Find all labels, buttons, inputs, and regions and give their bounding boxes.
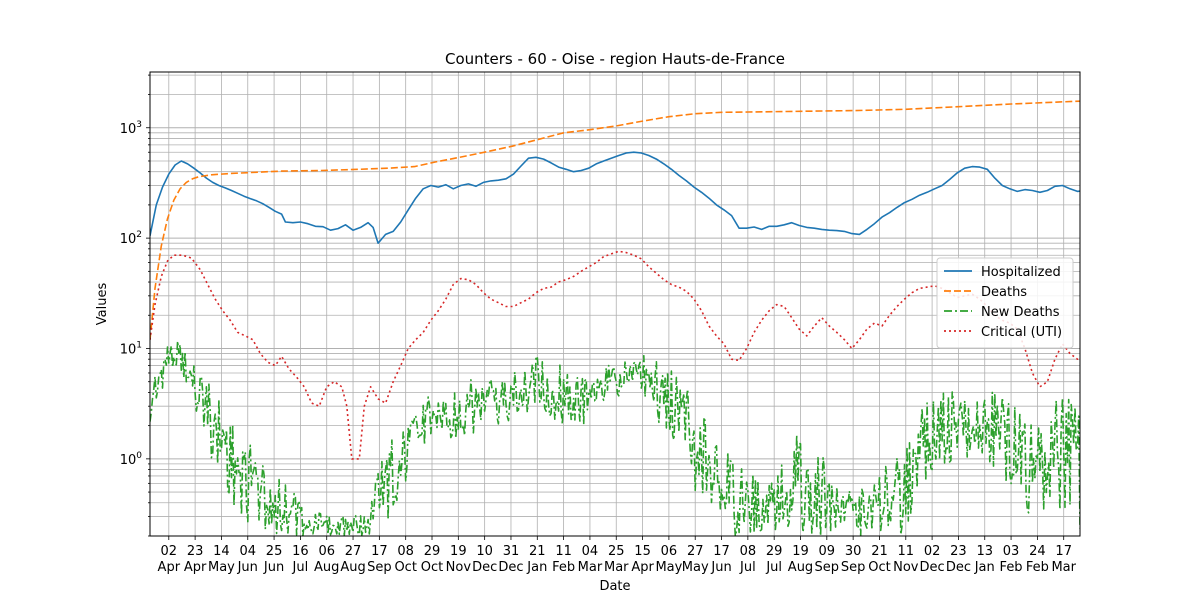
series-line-deaths xyxy=(150,100,1080,340)
x-tick-label-month: May xyxy=(655,560,682,575)
chart-title: Counters - 60 - Oise - region Hauts-de-F… xyxy=(445,50,785,68)
x-tick-label-day: 19 xyxy=(450,544,467,559)
x-tick-label-day: 15 xyxy=(634,544,651,559)
x-tick-label-month: Jan xyxy=(526,560,547,575)
x-tick-label-day: 08 xyxy=(397,544,414,559)
x-tick-label-month: Mar xyxy=(1051,560,1076,575)
x-tick-label-day: 08 xyxy=(740,544,757,559)
x-tick-label-day: 21 xyxy=(529,544,546,559)
x-tick-label-day: 16 xyxy=(292,544,309,559)
x-tick-label-month: Jul xyxy=(765,560,782,575)
legend: Hospitalized Deaths New Deaths Critical (UT… xyxy=(936,257,1074,349)
x-tick-label-day: 11 xyxy=(555,544,572,559)
x-tick-label-month: Apr xyxy=(631,560,654,575)
x-tick-label-day: 04 xyxy=(582,544,599,559)
x-tick-label-month: Feb xyxy=(1026,560,1049,575)
x-axis-label: Date xyxy=(599,579,630,594)
x-tick-label-day: 06 xyxy=(661,544,678,559)
x-tick-label-month: Feb xyxy=(552,560,575,575)
x-tick-label-day: 23 xyxy=(187,544,204,559)
x-tick-label-day: 31 xyxy=(503,544,520,559)
x-tick-label-day: 29 xyxy=(424,544,441,559)
x-tick-label-month: Mar xyxy=(578,560,603,575)
x-tick-label-day: 19 xyxy=(792,544,809,559)
x-tick-label-month: Aug xyxy=(788,560,813,575)
x-tick-label-month: Sep xyxy=(815,560,840,575)
x-tick-label-month: Jun xyxy=(263,560,284,575)
x-tick-label-month: May xyxy=(208,560,235,575)
x-tick-label-day: 10 xyxy=(476,544,493,559)
x-tick-label-month: Jan xyxy=(974,560,995,575)
x-tick-label-day: 17 xyxy=(1055,544,1072,559)
x-tick-label-month: Aug xyxy=(340,560,365,575)
x-tick-label-month: Jun xyxy=(237,560,258,575)
x-tick-label-day: 06 xyxy=(318,544,335,559)
x-tick-label-day: 14 xyxy=(213,544,230,559)
y-axis: 103 102 101 100 xyxy=(120,74,150,537)
x-tick-label-day: 25 xyxy=(608,544,625,559)
x-tick-label-month: Oct xyxy=(868,560,890,575)
x-tick-label-month: Feb xyxy=(1000,560,1023,575)
x-tick-label-month: Apr xyxy=(184,560,207,575)
x-tick-label-day: 23 xyxy=(950,544,967,559)
x-tick-label-day: 04 xyxy=(239,544,256,559)
x-tick-label-day: 03 xyxy=(1003,544,1020,559)
x-tick-label-month: Nov xyxy=(893,560,919,575)
series-line-hospitalized xyxy=(150,151,1080,244)
legend-label-hospitalized: Hospitalized xyxy=(981,265,1061,280)
series-line-critical-uti xyxy=(150,250,1080,460)
x-tick-label-day: 02 xyxy=(924,544,941,559)
y-axis-label: Values xyxy=(95,283,110,326)
x-tick-label-day: 17 xyxy=(371,544,388,559)
x-axis: 02Apr23Apr14May04Jun25Jun16Jul06Aug27Aug… xyxy=(158,536,1077,575)
x-tick-label-month: Oct xyxy=(421,560,443,575)
y-tick-label: 100 xyxy=(120,451,143,468)
x-tick-label-month: Aug xyxy=(314,560,339,575)
x-tick-label-day: 29 xyxy=(766,544,783,559)
series-line-new-deaths xyxy=(150,340,1080,536)
x-tick-label-month: Jul xyxy=(739,560,756,575)
x-tick-label-day: 21 xyxy=(871,544,888,559)
x-tick-label-month: Dec xyxy=(472,560,497,575)
x-tick-label-month: Dec xyxy=(946,560,971,575)
x-tick-label-month: Nov xyxy=(446,560,472,575)
x-tick-label-month: Dec xyxy=(498,560,523,575)
y-tick-label: 101 xyxy=(120,340,142,357)
legend-label-critical-uti: Critical (UTI) xyxy=(981,325,1062,340)
legend-box xyxy=(936,257,1074,349)
x-tick-label-day: 09 xyxy=(819,544,836,559)
x-tick-label-month: Sep xyxy=(367,560,392,575)
x-tick-label-month: Jun xyxy=(710,560,731,575)
x-tick-label-month: Mar xyxy=(604,560,629,575)
x-tick-label-month: Apr xyxy=(158,560,181,575)
x-tick-label-day: 27 xyxy=(687,544,704,559)
legend-label-deaths: Deaths xyxy=(981,285,1027,300)
x-tick-label-day: 02 xyxy=(161,544,178,559)
x-tick-label-day: 25 xyxy=(266,544,283,559)
plot-frame xyxy=(149,71,1081,537)
y-tick-label: 102 xyxy=(120,230,142,247)
legend-label-new-deaths: New Deaths xyxy=(981,305,1060,320)
x-tick-label-month: Oct xyxy=(394,560,416,575)
x-tick-label-month: Jul xyxy=(292,560,309,575)
x-tick-label-day: 27 xyxy=(345,544,362,559)
x-tick-label-month: Dec xyxy=(920,560,945,575)
x-tick-label-month: May xyxy=(682,560,709,575)
x-tick-label-day: 11 xyxy=(898,544,915,559)
series-layer xyxy=(150,100,1080,536)
x-tick-label-day: 17 xyxy=(713,544,730,559)
x-tick-label-day: 30 xyxy=(845,544,862,559)
y-tick-label: 103 xyxy=(120,120,142,137)
x-tick-label-day: 24 xyxy=(1029,544,1046,559)
x-tick-label-day: 13 xyxy=(976,544,993,559)
x-tick-label-month: Sep xyxy=(841,560,866,575)
